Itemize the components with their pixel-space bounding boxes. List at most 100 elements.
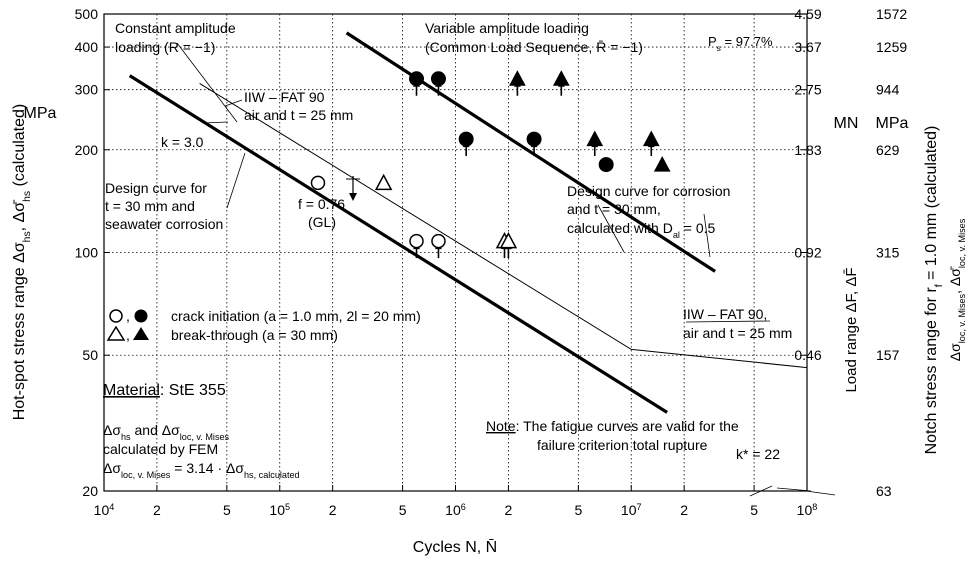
curves [128, 31, 836, 497]
y-axis-title: Hot-spot stress range Δσhs, Δσ̄hs (calcu… [11, 104, 33, 421]
legend-open-triangle [106, 325, 126, 341]
x-tick-label-part: 5 [285, 502, 290, 512]
variable-amplitude-label: (Common Load Sequence, R̄ = −1) [425, 39, 643, 55]
x-axis-title: Cycles N, N̄ [413, 539, 497, 556]
notch-tick-label: 944 [876, 82, 900, 98]
notch-tick-label: 1259 [876, 39, 907, 55]
x-tick-label-part: 10 [445, 502, 461, 518]
x-tick-label: 2 [680, 502, 688, 518]
load-axis-title-part: Load range ΔF, ΔF̄ [843, 267, 860, 392]
constant-amplitude-label-part: Constant amplitude [115, 20, 236, 36]
filled-triangle-marker [586, 130, 604, 147]
constant-amplitude-label: loading (R = −1) [115, 39, 215, 55]
leader-line [703, 213, 711, 258]
validity-note: Note: The fatigue curves are valid for t… [486, 418, 739, 434]
iiw-label-top: IIW – FAT 90 [244, 89, 325, 105]
leader-line [202, 121, 229, 124]
y-tick-label-part: 500 [75, 6, 99, 22]
leader-line [805, 490, 836, 496]
y-axis-title-part: (calculated) [11, 104, 28, 191]
load-tick-label-part: 2.75 [794, 82, 821, 98]
x-tick-label-part: 6 [461, 502, 466, 512]
notch-tick-label-part: 629 [876, 142, 900, 158]
load-tick-label-part: 0.46 [794, 347, 821, 363]
iiw-label-top: air and t = 25 mm [244, 107, 353, 123]
load-tick-label: 2.75 [794, 82, 821, 98]
design-curve-2-label-part: and t = 30 mm, [567, 201, 661, 217]
kstar-label: k* = 22 [736, 446, 780, 462]
validity-note: failure criterion total rupture [537, 437, 708, 453]
legend-separator: , [126, 327, 130, 343]
x-tick-label-part: 2 [505, 502, 513, 518]
legend-break-label: break-through (a = 30 mm) [171, 327, 338, 343]
material-label-part: Material [103, 382, 160, 399]
y-tick-label: 500 [75, 6, 99, 22]
f-factor-label-part: f = 0.76 [298, 196, 345, 212]
open-circle-marker [409, 233, 424, 249]
x-tick-label: 5 [750, 502, 758, 518]
load-tick-label-part: 0.92 [794, 245, 821, 261]
load-tick-label: 3.67 [794, 39, 821, 55]
notch-tick-label: 315 [876, 245, 900, 261]
design-curve-2-label: calculated with Dal = 0.5 [567, 220, 716, 240]
material-label: Material: StE 355 [103, 382, 226, 399]
x-tick-label-part: 5 [574, 502, 582, 518]
load-axis-unit: MN [834, 115, 859, 132]
y-axis-title-part: hs [22, 191, 33, 202]
x-tick-label: 2 [505, 502, 513, 518]
f-factor-label: f = 0.76 [298, 196, 345, 212]
y-axis-unit-part: MPa [24, 105, 57, 122]
slope-label: k = 3.0 [161, 134, 204, 150]
fem-note-part: Δσ [103, 422, 121, 438]
iiw-label-bottom-part: IIW – FAT 90, [683, 306, 767, 322]
x-tick-label: 2 [329, 502, 337, 518]
notch-tick-label-part: 944 [876, 82, 900, 98]
y-tick-label: 20 [82, 483, 98, 499]
x-tick-label-part: 10 [621, 502, 637, 518]
y-tick-label-part: 50 [82, 347, 98, 363]
y-axis-unit: MPa [24, 105, 57, 122]
fem-note: Δσloc, v. Mises = 3.14 · Δσhs, calculate… [103, 460, 300, 480]
notch-axis-title-part: Notch stress range for r [923, 287, 940, 455]
legend-filled-triangle [133, 327, 149, 340]
x-tick-label-part: 5 [399, 502, 407, 518]
design-curve-1-label-part: seawater corrosion [105, 216, 223, 232]
material-label-part: : StE 355 [160, 382, 226, 399]
variable-amplitude-label-part: (Common Load Sequence, R̄ = −1) [425, 39, 643, 55]
x-tick-label: 2 [153, 502, 161, 518]
notch-tick-label-part: 1572 [876, 6, 907, 22]
x-tick-label: 104 [94, 502, 115, 518]
filled-triangle-marker [653, 156, 671, 172]
x-tick-label-part: 2 [680, 502, 688, 518]
filled-triangle-marker [509, 70, 526, 86]
y-tick-label: 300 [75, 82, 99, 98]
survival-probability-label-part: s [717, 43, 721, 53]
survival-probability-label-part: P [708, 34, 717, 49]
filled-circle-marker [458, 131, 474, 147]
fem-note-part: and Δσ [131, 422, 180, 438]
design-curve-1-label: t = 30 mm and [105, 198, 195, 214]
notch-axis-subtitle-part: , Δσ̄ [947, 266, 963, 294]
notch-tick-label: 157 [876, 347, 900, 363]
x-tick-label-part: 10 [94, 502, 110, 518]
x-tick-label: 5 [223, 502, 231, 518]
legend-open-circle [109, 309, 123, 323]
design-curve-2-label-part: al [673, 230, 680, 240]
legend-filled-circle [134, 309, 148, 323]
text-layer: 104 2 5 105 2 5 106 2 5 107 2 5 10820501002003004005… [11, 6, 967, 556]
notch-tick-label-part: 315 [876, 245, 900, 261]
f-factor-label: (GL) [308, 214, 336, 230]
legend-break-label-part: break-through (a = 30 mm) [171, 327, 338, 343]
design-curve-1-label-part: t = 30 mm and [105, 198, 195, 214]
fem-note-part: hs [121, 432, 131, 442]
fem-note: calculated by FEM [103, 441, 218, 457]
load-tick-label-part: 4.59 [794, 6, 821, 22]
filled-triangle-marker [552, 70, 570, 86]
f-factor-label-part: (GL) [308, 214, 336, 230]
y-tick-label-part: 400 [75, 39, 99, 55]
x-tick-label-part: 2 [153, 502, 161, 518]
filled-circle-marker [409, 71, 425, 87]
y-axis-title-part: hs [22, 231, 33, 242]
